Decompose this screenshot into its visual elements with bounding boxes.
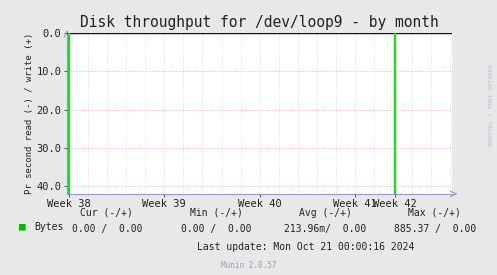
Text: Munin 2.0.57: Munin 2.0.57: [221, 261, 276, 270]
Text: Bytes: Bytes: [34, 222, 63, 232]
Text: Avg (-/+): Avg (-/+): [299, 208, 352, 218]
Text: 0.00 /  0.00: 0.00 / 0.00: [181, 224, 251, 234]
Text: 885.37 /  0.00: 885.37 / 0.00: [394, 224, 476, 234]
Text: Max (-/+): Max (-/+): [409, 208, 461, 218]
Text: Min (-/+): Min (-/+): [190, 208, 243, 218]
Text: Cur (-/+): Cur (-/+): [81, 208, 133, 218]
Text: 213.96m/  0.00: 213.96m/ 0.00: [284, 224, 367, 234]
Text: Last update: Mon Oct 21 00:00:16 2024: Last update: Mon Oct 21 00:00:16 2024: [197, 242, 414, 252]
Text: 0.00 /  0.00: 0.00 / 0.00: [72, 224, 142, 234]
Text: ■: ■: [19, 222, 26, 232]
Title: Disk throughput for /dev/loop9 - by month: Disk throughput for /dev/loop9 - by mont…: [81, 15, 439, 31]
Y-axis label: Pr second read (-) / write (+): Pr second read (-) / write (+): [25, 33, 34, 194]
Text: RRDTOOL / TOBI OETIKER: RRDTOOL / TOBI OETIKER: [488, 63, 493, 146]
